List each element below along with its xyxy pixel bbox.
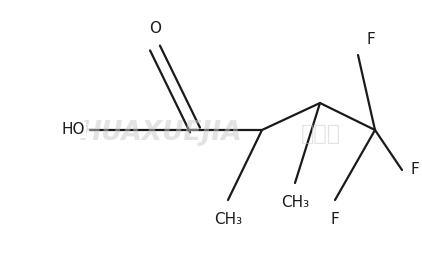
Text: CH₃: CH₃ xyxy=(214,212,242,227)
Text: O: O xyxy=(149,21,161,36)
Text: F: F xyxy=(330,212,339,227)
Text: 化学加: 化学加 xyxy=(300,124,341,143)
Text: F: F xyxy=(410,163,419,178)
Text: HUAXUEJIA: HUAXUEJIA xyxy=(79,120,242,147)
Text: F: F xyxy=(366,32,375,47)
Text: HO: HO xyxy=(62,123,85,138)
Text: CH₃: CH₃ xyxy=(281,195,309,210)
